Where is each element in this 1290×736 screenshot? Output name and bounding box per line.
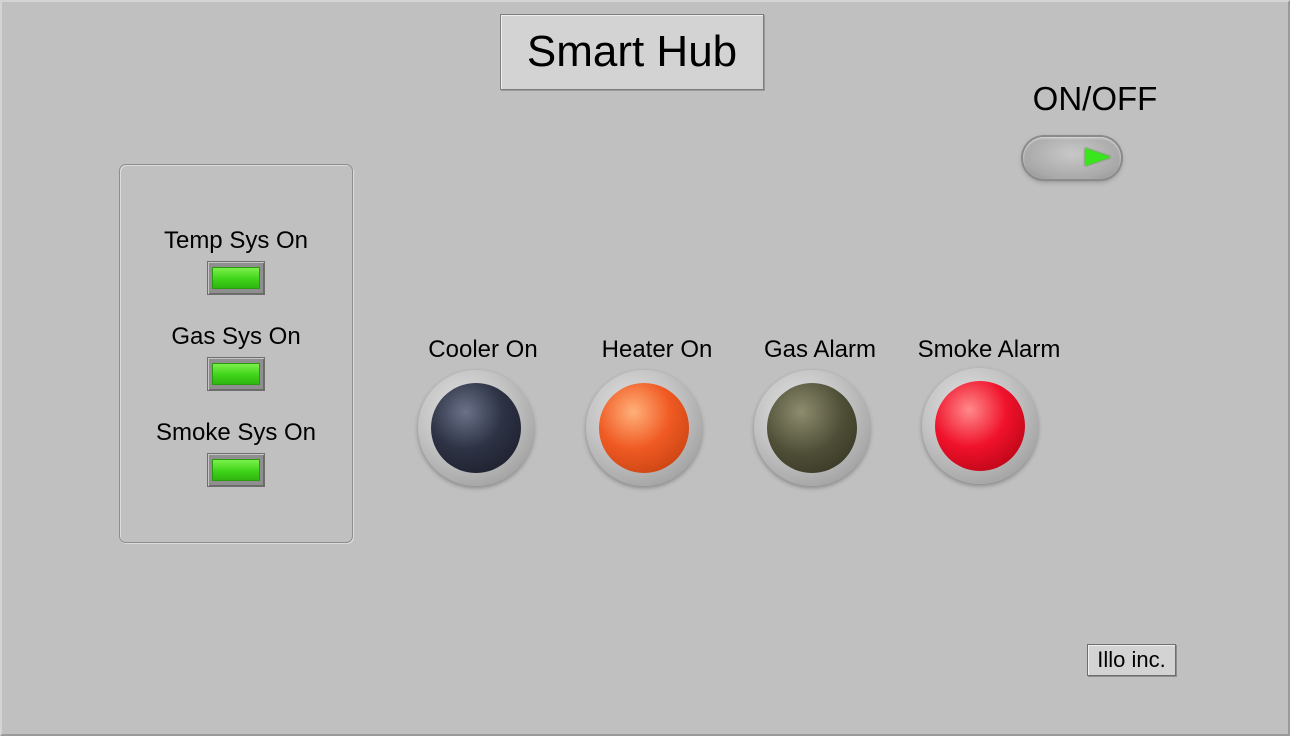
system-item-gas: Gas Sys On xyxy=(120,323,352,391)
system-item-smoke: Smoke Sys On xyxy=(120,419,352,487)
indicator-cooler: Cooler On xyxy=(398,336,568,364)
system-label-smoke: Smoke Sys On xyxy=(155,419,317,446)
system-status-panel: Temp Sys On Gas Sys On Smoke Sys On xyxy=(119,164,353,543)
indicator-label-heater: Heater On xyxy=(601,336,713,363)
indicator-heater: Heater On xyxy=(572,336,742,364)
temp-sys-led-fill xyxy=(212,267,260,289)
company-label: Illo inc. xyxy=(1087,644,1176,676)
system-label-temp: Temp Sys On xyxy=(163,227,309,254)
indicator-label-cooler: Cooler On xyxy=(428,336,538,363)
gas-alarm-lamp-bezel xyxy=(754,370,870,486)
heater-lamp xyxy=(599,383,689,473)
power-toggle-switch[interactable] xyxy=(1023,137,1121,179)
cooler-lamp xyxy=(431,383,521,473)
indicator-label-smoke-alarm: Smoke Alarm xyxy=(917,336,1061,363)
temp-sys-led xyxy=(207,261,265,295)
system-item-temp: Temp Sys On xyxy=(120,227,352,295)
company-label-text: Illo inc. xyxy=(1097,647,1166,672)
heater-lamp-bezel xyxy=(586,370,702,486)
indicator-gas-alarm: Gas Alarm xyxy=(735,336,905,364)
smoke-sys-led xyxy=(207,453,265,487)
page-title-text: Smart Hub xyxy=(526,27,738,76)
gas-sys-led xyxy=(207,357,265,391)
smoke-alarm-lamp xyxy=(935,381,1025,471)
page-title: Smart Hub xyxy=(500,14,764,90)
cooler-lamp-bezel xyxy=(418,370,534,486)
power-label: ON/OFF xyxy=(1032,80,1158,117)
smoke-sys-led-fill xyxy=(212,459,260,481)
indicator-smoke-alarm: Smoke Alarm xyxy=(904,336,1074,364)
power-indicator-arrow-icon xyxy=(1085,148,1111,166)
gas-alarm-lamp xyxy=(767,383,857,473)
smoke-alarm-lamp-bezel xyxy=(922,368,1038,484)
system-label-gas: Gas Sys On xyxy=(171,323,301,350)
gas-sys-led-fill xyxy=(212,363,260,385)
indicator-label-gas-alarm: Gas Alarm xyxy=(763,336,877,363)
